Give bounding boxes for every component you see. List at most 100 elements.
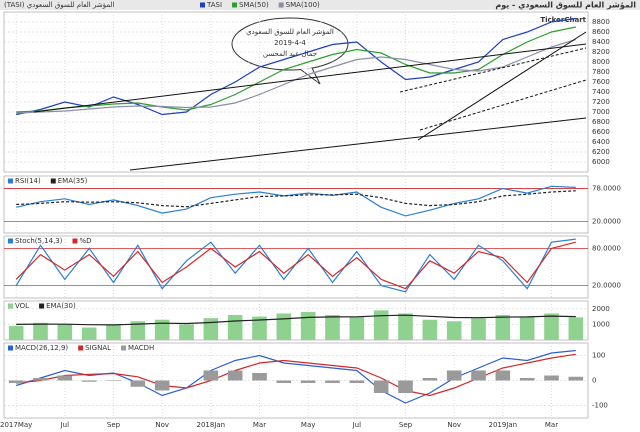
legend-swatch <box>50 178 56 184</box>
legend-label: SIGNAL <box>85 344 111 352</box>
bar <box>373 380 389 393</box>
y-tick-label: 7400 <box>592 88 610 96</box>
bar <box>276 380 292 383</box>
legend-swatch <box>278 2 284 8</box>
x-tick-label: 2019Jan <box>489 421 518 429</box>
panel <box>3 235 589 299</box>
bar <box>57 324 73 340</box>
bar <box>33 378 48 381</box>
legend-label: EMA(30) <box>46 302 76 310</box>
bar <box>446 370 462 381</box>
bar <box>422 378 438 381</box>
y-tick-label: 6600 <box>592 128 610 136</box>
series-line <box>16 185 576 217</box>
bar <box>8 325 24 340</box>
legend-label: SMA(100) <box>286 1 320 9</box>
legend-label: %D <box>79 237 91 245</box>
y-tick-label: 6000 <box>592 158 610 166</box>
x-tick-label: 2017May <box>0 421 32 429</box>
bar <box>373 310 389 340</box>
x-tick-label: Mar <box>253 421 266 429</box>
x-tick-label: 2018Jan <box>197 421 226 429</box>
legend-swatch <box>121 345 127 351</box>
bar <box>130 321 146 340</box>
series-line <box>16 314 576 326</box>
annotation: جمال عبد المحسن <box>263 50 317 58</box>
annotation: المؤشر العام للسوق السعودي <box>246 28 334 36</box>
legend-label: RSI(14) <box>15 177 41 185</box>
y-tick-label: 1000 <box>592 320 610 328</box>
y-tick-label: 80.0000 <box>592 244 621 252</box>
legend-swatch <box>200 2 205 8</box>
legend-label: VOL <box>15 302 29 310</box>
bar <box>227 315 243 340</box>
bar <box>8 380 24 383</box>
y-tick-label: 8400 <box>592 38 610 46</box>
bar <box>81 327 97 340</box>
bar <box>519 378 535 381</box>
bar <box>252 316 267 340</box>
legend-swatch <box>8 345 13 351</box>
y-tick-label: -100 <box>592 402 608 410</box>
bar <box>276 313 292 340</box>
bar <box>422 319 438 340</box>
series-line <box>15 241 576 290</box>
window-title: المؤشر العام للسوق السعودي - يوم <box>495 1 636 10</box>
bar <box>568 317 584 340</box>
x-tick-label: Sep <box>107 421 121 429</box>
bar <box>398 313 413 340</box>
y-tick-label: 7200 <box>592 98 610 106</box>
x-tick-label: Nov <box>447 421 461 429</box>
y-tick-label: 2000 <box>592 305 610 313</box>
y-tick-label: 7600 <box>592 78 610 86</box>
y-tick-label: 7800 <box>592 68 610 76</box>
legend-label: SMA(50) <box>239 1 269 9</box>
series-line <box>15 238 576 293</box>
bar <box>300 380 316 383</box>
bar <box>203 370 219 381</box>
y-tick-label: 78.0000 <box>592 185 621 193</box>
legend-label: MACD(26,12,9) <box>15 344 68 352</box>
bar <box>106 325 121 340</box>
y-tick-label: 8800 <box>592 18 610 26</box>
series-line <box>16 349 576 404</box>
bar <box>106 380 121 381</box>
legend-label: EMA(35) <box>58 177 88 185</box>
bar <box>495 370 511 381</box>
bar <box>203 318 219 340</box>
legend-label: Stoch(5,14,3) <box>15 237 63 245</box>
y-tick-label: 8200 <box>592 48 610 56</box>
y-tick-label: 20.0000 <box>592 282 621 290</box>
y-tick-label: 6800 <box>592 118 610 126</box>
x-tick-label: Mar <box>545 421 558 429</box>
bar <box>349 316 365 340</box>
legend-label: TASI <box>206 1 222 9</box>
bar <box>130 380 146 387</box>
bar <box>154 380 170 391</box>
legend-swatch <box>8 303 13 309</box>
panel <box>3 175 589 234</box>
bar <box>300 311 316 340</box>
bar <box>154 319 170 340</box>
legend-swatch <box>39 303 45 309</box>
y-tick-label: 0 <box>592 377 596 385</box>
title-bar <box>0 0 640 10</box>
bar <box>325 380 340 383</box>
bar <box>57 375 73 381</box>
y-tick-label: 20.0000 <box>592 218 621 226</box>
y-tick-label: 6400 <box>592 138 610 146</box>
bar <box>544 313 559 340</box>
bar <box>227 370 243 381</box>
bar <box>446 321 462 340</box>
x-tick-label: Jul <box>60 421 70 429</box>
series-line <box>16 17 576 116</box>
bar <box>325 315 340 340</box>
bar <box>544 375 559 381</box>
bar <box>252 373 267 381</box>
legend-swatch <box>78 345 84 351</box>
bar <box>568 376 584 381</box>
legend-label: MACDH <box>128 344 154 352</box>
y-tick-label: 8000 <box>592 58 610 66</box>
series-line <box>16 26 576 113</box>
